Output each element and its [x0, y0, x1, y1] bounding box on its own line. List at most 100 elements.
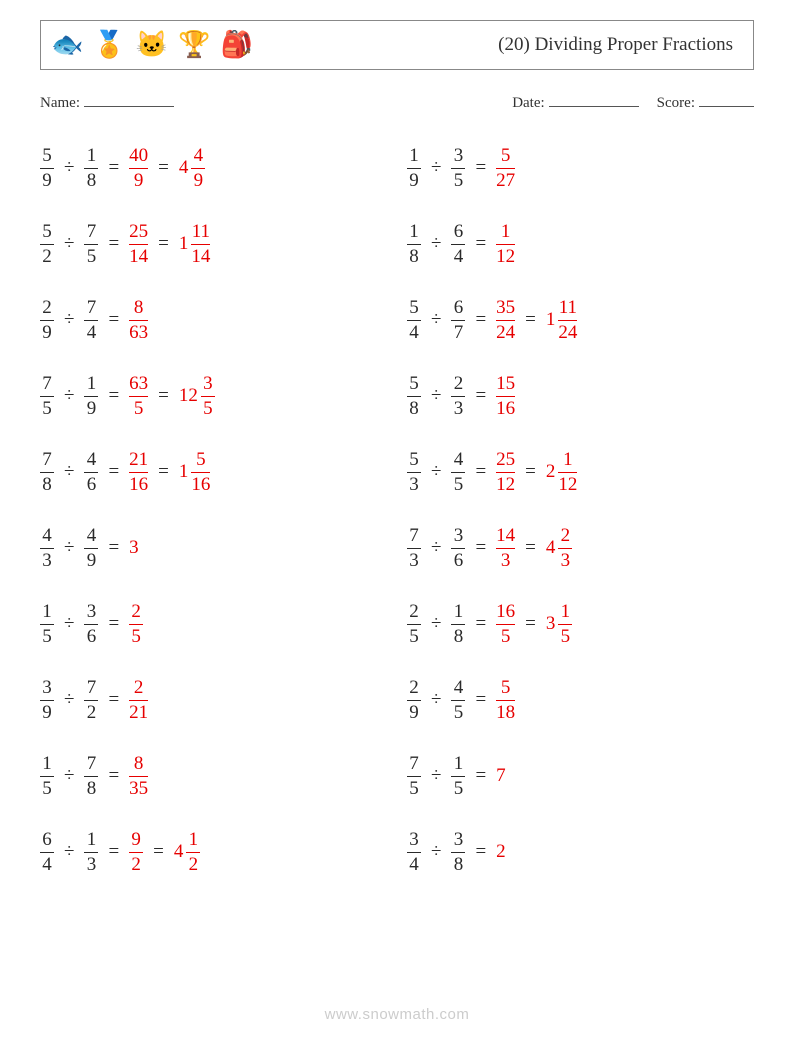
- fraction: 67: [451, 298, 465, 343]
- fraction: 75: [40, 374, 54, 419]
- mixed-number: 4 49: [179, 146, 206, 191]
- fraction: 1124: [558, 298, 577, 343]
- equals: =: [106, 613, 121, 635]
- divide-op: ÷: [429, 613, 443, 635]
- answer-fraction: 112: [496, 222, 515, 267]
- equals: =: [106, 841, 121, 863]
- fraction: 165: [496, 602, 515, 647]
- answer-fraction: 221: [129, 678, 148, 723]
- header-icons: 🐟🏅🐱🏆🎒: [51, 30, 253, 60]
- fraction: 23: [451, 374, 465, 419]
- divide-op: ÷: [62, 613, 76, 635]
- fraction: 38: [451, 830, 465, 875]
- answer-fraction: 527: [496, 146, 515, 191]
- divide-op: ÷: [429, 841, 443, 863]
- fraction: 3524: [496, 298, 515, 343]
- divide-op: ÷: [62, 461, 76, 483]
- problem: 54 ÷ 67 = 3524 = 1 1124: [407, 292, 754, 348]
- name-blank[interactable]: [84, 92, 174, 107]
- mixed-number: 4 12: [174, 830, 201, 875]
- fraction: 36: [84, 602, 98, 647]
- score-blank[interactable]: [699, 92, 754, 107]
- fraction: 74: [84, 298, 98, 343]
- fraction: 15: [558, 602, 572, 647]
- problem: 29 ÷ 74 = 863: [40, 292, 387, 348]
- equals: =: [473, 841, 488, 863]
- fraction: 2116: [129, 450, 148, 495]
- fraction: 516: [191, 450, 210, 495]
- answer-fraction: 3524: [496, 298, 515, 343]
- fraction: 221: [129, 678, 148, 723]
- answer-fraction: 409: [129, 146, 148, 191]
- fraction: 75: [407, 754, 421, 799]
- divide-op: ÷: [62, 689, 76, 711]
- page-title: (20) Dividing Proper Fractions: [498, 34, 743, 56]
- fraction: 59: [40, 146, 54, 191]
- score-label: Score:: [657, 92, 754, 112]
- answer-fraction: 863: [129, 298, 148, 343]
- answer-fraction: 635: [129, 374, 148, 419]
- fraction: 13: [84, 830, 98, 875]
- fraction: 527: [496, 146, 515, 191]
- fraction: 2512: [496, 450, 515, 495]
- equals: =: [106, 765, 121, 787]
- fraction: 18: [451, 602, 465, 647]
- fraction: 112: [558, 450, 577, 495]
- equals: =: [106, 689, 121, 711]
- equals: =: [151, 841, 166, 863]
- header-icon: 🏅: [93, 30, 125, 60]
- divide-op: ÷: [429, 385, 443, 407]
- fraction: 53: [407, 450, 421, 495]
- date-label: Date:: [512, 92, 638, 112]
- answer-fraction: 1516: [496, 374, 515, 419]
- problem: 78 ÷ 46 = 2116 = 1 516: [40, 444, 387, 500]
- fraction: 64: [40, 830, 54, 875]
- fraction: 35: [451, 146, 465, 191]
- problems-grid: 59 ÷ 18 = 409 = 4 49 19 ÷ 35 = 527 52 ÷ …: [40, 140, 754, 880]
- equals: =: [523, 613, 538, 635]
- divide-op: ÷: [62, 309, 76, 331]
- divide-op: ÷: [429, 461, 443, 483]
- equals: =: [473, 613, 488, 635]
- answer-fraction: 25: [129, 602, 143, 647]
- equals: =: [106, 385, 121, 407]
- answer-int: 3: [129, 537, 139, 559]
- fraction: 43: [40, 526, 54, 571]
- name-label: Name:: [40, 92, 174, 112]
- answer-fraction: 835: [129, 754, 148, 799]
- fraction: 112: [496, 222, 515, 267]
- meta-row: Name: Date: Score:: [40, 92, 754, 112]
- problem: 39 ÷ 72 = 221: [40, 672, 387, 728]
- problem: 43 ÷ 49 =3: [40, 520, 387, 576]
- equals: =: [156, 461, 171, 483]
- fraction: 15: [40, 754, 54, 799]
- equals: =: [473, 461, 488, 483]
- divide-op: ÷: [429, 765, 443, 787]
- equals: =: [106, 537, 121, 559]
- problem: 64 ÷ 13 = 92 = 4 12: [40, 824, 387, 880]
- date-blank[interactable]: [549, 92, 639, 107]
- problem: 75 ÷ 19 = 635 = 12 35: [40, 368, 387, 424]
- equals: =: [473, 233, 488, 255]
- fraction: 1114: [191, 222, 210, 267]
- fraction: 518: [496, 678, 515, 723]
- problem: 34 ÷ 38 =2: [407, 824, 754, 880]
- fraction: 54: [407, 298, 421, 343]
- header-bar: 🐟🏅🐱🏆🎒 (20) Dividing Proper Fractions: [40, 20, 754, 70]
- problem: 59 ÷ 18 = 409 = 4 49: [40, 140, 387, 196]
- fraction: 23: [558, 526, 572, 571]
- equals: =: [106, 233, 121, 255]
- problem: 53 ÷ 45 = 2512 = 2 112: [407, 444, 754, 500]
- problem: 58 ÷ 23 = 1516: [407, 368, 754, 424]
- fraction: 49: [191, 146, 205, 191]
- fraction: 72: [84, 678, 98, 723]
- fraction: 45: [451, 678, 465, 723]
- mixed-number: 1 1114: [179, 222, 211, 267]
- fraction: 29: [407, 678, 421, 723]
- equals: =: [473, 689, 488, 711]
- divide-op: ÷: [62, 765, 76, 787]
- mixed-number: 2 112: [546, 450, 578, 495]
- fraction: 15: [40, 602, 54, 647]
- problem: 52 ÷ 75 = 2514 = 1 1114: [40, 216, 387, 272]
- fraction: 75: [84, 222, 98, 267]
